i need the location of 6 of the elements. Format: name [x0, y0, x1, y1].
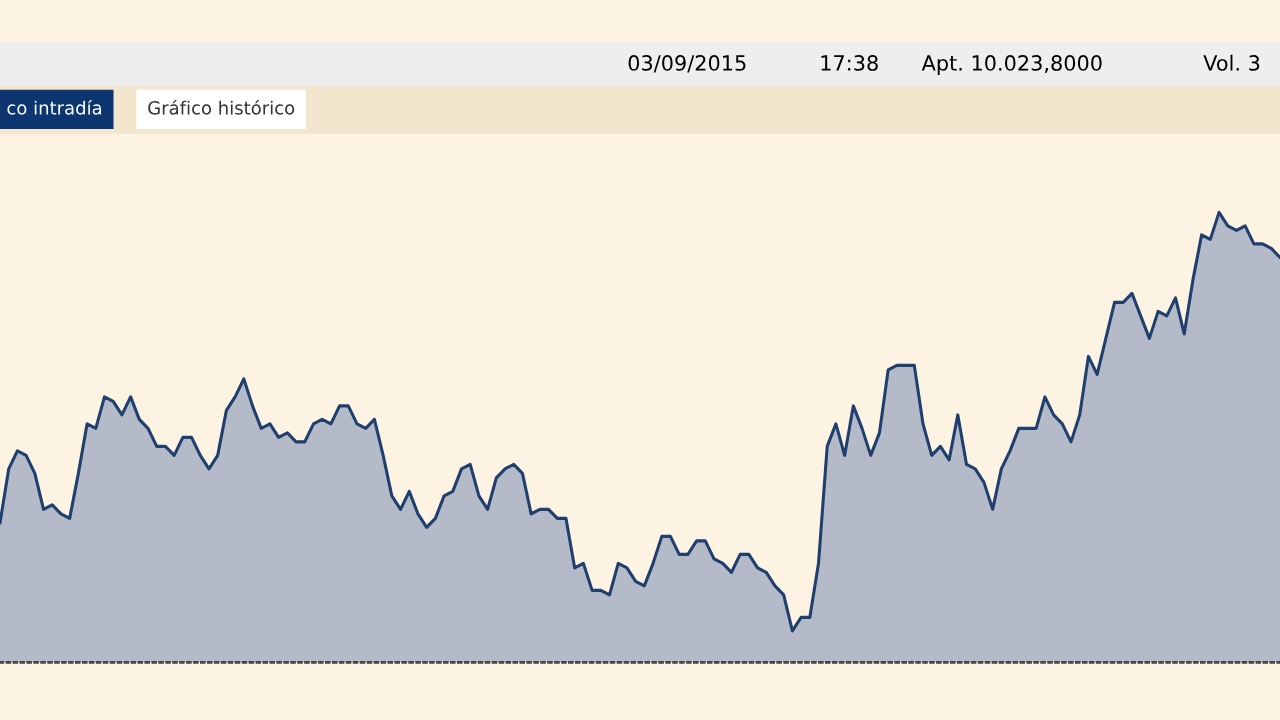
text: co intradía — [7, 99, 102, 115]
text: Gráfico histórico — [148, 99, 295, 115]
text: Apt. 10.023,8000 — [921, 55, 1102, 75]
text: 17:38 — [821, 55, 878, 71]
text: 03/09/2015 — [628, 55, 746, 73]
text: Vol. 3 — [1203, 54, 1260, 71]
